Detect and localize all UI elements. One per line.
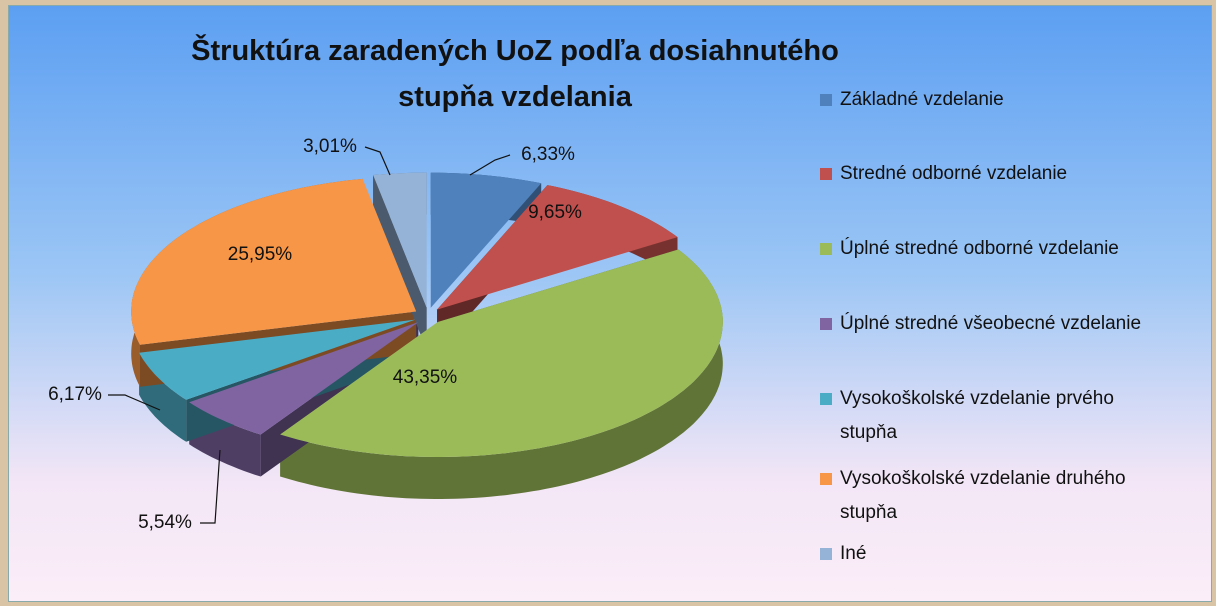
legend-label: Vysokoškolské vzdelanie prvého stupňa [840,388,1114,443]
leader-line [200,449,221,524]
legend-label: Vysokoškolské vzdelanie druhého stupňa [840,468,1126,523]
leader-line [108,394,161,411]
data-label: 5,54% [138,512,192,533]
legend-swatch [820,393,832,405]
legend-swatch [820,318,832,330]
leader-line [469,154,511,176]
slice [437,185,678,310]
leader-line [364,146,391,176]
slice [139,319,416,400]
legend-item: Úplné stredné všeobecné vzdelanie [820,307,1170,341]
data-label: 3,01% [303,136,357,157]
data-label: 43,35% [393,367,458,388]
legend-item: Základné vzdelanie [820,83,1170,117]
legend-swatch [820,168,832,180]
legend-swatch [820,243,832,255]
legend-item: Vysokoškolské vzdelanie druhého stupňa [820,462,1170,530]
data-label: 6,33% [521,144,575,165]
chart-title: Štruktúra zaradených UoZ podľa dosiahnut… [191,35,839,113]
legend-label: Úplné stredné všeobecné vzdelanie [840,313,1142,334]
legend-label: Základné vzdelanie [840,89,1004,110]
legend-item: Vysokoškolské vzdelanie prvého stupňa [820,382,1170,450]
legend-item: Iné [820,537,1170,571]
slice [280,249,723,457]
legend-label: Stredné odborné vzdelanie [840,163,1068,184]
legend-label: Úplné stredné odborné vzdelanie [840,238,1119,259]
legend-swatch [820,548,832,560]
legend-label: Iné [840,543,867,564]
slice [189,322,419,435]
legend-swatch [820,473,832,485]
data-label: 6,17% [48,384,102,405]
slice-side [280,249,723,499]
legend-item: Stredné odborné vzdelanie [820,157,1170,191]
slice [131,178,417,345]
data-label: 25,95% [228,244,293,265]
legend-item: Úplné stredné odborné vzdelanie [820,232,1170,266]
slice [373,172,427,308]
slice [430,172,542,308]
data-label: 9,65% [528,202,582,223]
legend-swatch [820,94,832,106]
